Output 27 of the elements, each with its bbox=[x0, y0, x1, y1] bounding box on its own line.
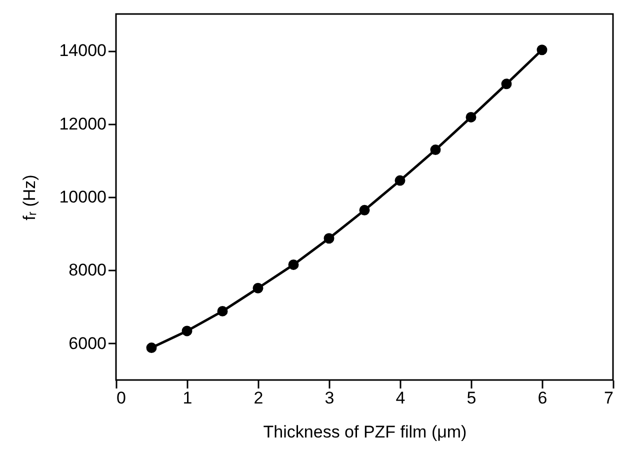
x-tick-label: 2 bbox=[254, 388, 264, 408]
x-tick-label: 3 bbox=[324, 388, 334, 408]
y-tick-label: 6000 bbox=[68, 334, 106, 353]
point bbox=[394, 175, 406, 186]
point bbox=[430, 144, 441, 156]
point bbox=[536, 44, 548, 56]
y-tick-label: 14000 bbox=[59, 41, 106, 60]
point bbox=[359, 204, 370, 216]
y-tick-label: 12000 bbox=[59, 114, 106, 134]
y-tick-label: 10000 bbox=[59, 188, 106, 206]
x-tick-label: 4 bbox=[396, 388, 406, 408]
x-tick-label: 1 bbox=[182, 388, 192, 408]
point bbox=[288, 259, 299, 270]
point bbox=[217, 306, 228, 316]
y-axis-title: fᵣ (Hz) bbox=[20, 174, 40, 220]
x-tick-label: 0 bbox=[116, 388, 126, 408]
point bbox=[466, 112, 476, 122]
x-tick-label: 6 bbox=[538, 388, 548, 408]
point bbox=[252, 282, 264, 294]
point bbox=[146, 342, 157, 354]
y-tick-label: 8000 bbox=[68, 260, 106, 280]
x-tick-label: 7 bbox=[604, 388, 614, 408]
x-axis-title: Thickness of PZF film (μm) bbox=[263, 422, 467, 442]
point bbox=[324, 233, 334, 244]
point bbox=[182, 326, 192, 336]
point bbox=[501, 78, 512, 90]
x-tick-label: 5 bbox=[466, 388, 476, 408]
